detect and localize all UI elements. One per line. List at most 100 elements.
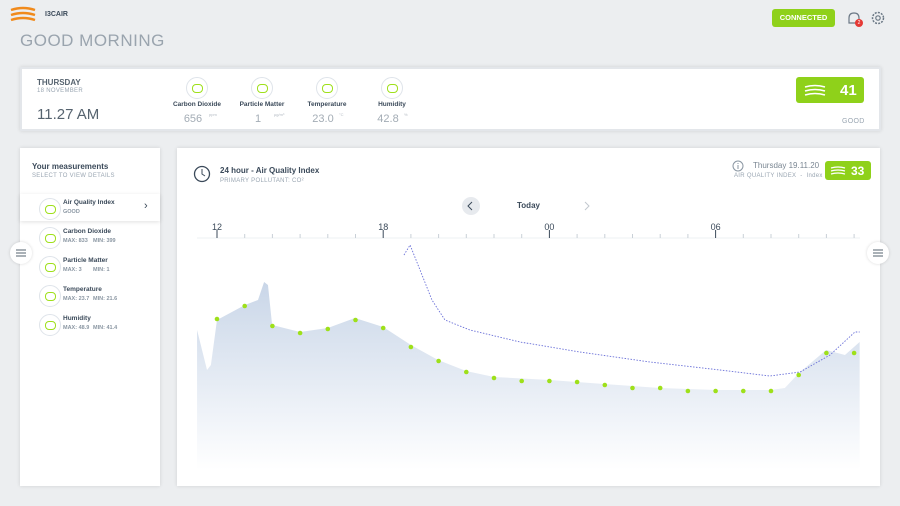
x-tick-label: 12 <box>212 222 222 232</box>
icon <box>39 285 61 307</box>
chart-panel: 24 hour - Air Quality Index PRIMARY POLL… <box>177 148 880 486</box>
notification-count: 2 <box>857 20 861 26</box>
point <box>574 379 580 385</box>
item-detail: MAX: 833 <box>63 238 88 244</box>
logo <box>10 6 36 27</box>
logo-text: I3CAIR <box>45 11 68 18</box>
nav-label: Today <box>517 201 540 210</box>
panel-aqi-badge: 33 <box>825 161 871 180</box>
date: 18 NOVEMBER <box>37 88 83 94</box>
point <box>408 344 414 350</box>
icon <box>39 256 61 278</box>
metric-label: Carbon Dioxide <box>172 101 222 108</box>
menu-right[interactable] <box>867 242 889 264</box>
status-button[interactable]: CONNECTED <box>772 9 835 27</box>
point <box>685 388 691 394</box>
item-detail: MAX: 3 <box>63 267 82 273</box>
chevron: › <box>144 200 148 212</box>
metric-value: 42.8 <box>377 113 399 125</box>
time: 11.27 AM <box>37 106 100 123</box>
trend-line <box>403 243 860 377</box>
metric-unit: ppm <box>209 112 217 117</box>
notifications[interactable]: 2 <box>846 11 864 32</box>
item-label: Carbon Dioxide <box>63 228 112 235</box>
point <box>824 350 829 356</box>
panel-date: Thursday 19.11.20 <box>753 161 820 170</box>
point <box>242 303 247 309</box>
point <box>519 378 524 384</box>
point <box>491 375 497 381</box>
sidebar: Your measurements SELECT TO VIEW DETAILS… <box>20 148 160 486</box>
item-detail: MAX: 48.9 <box>63 325 90 331</box>
point <box>630 385 635 391</box>
item-label: Particle Matter <box>63 257 108 264</box>
point <box>297 330 303 336</box>
item-detail: GOOD <box>63 209 80 215</box>
prev-button[interactable] <box>462 197 480 215</box>
sidebar-title: Your measurements <box>32 162 109 171</box>
point <box>436 358 441 364</box>
metric-value: 1 <box>254 113 262 125</box>
item-detail: MIN: 41.4 <box>93 325 118 331</box>
area <box>197 282 860 470</box>
metric-unit: µg/m³ <box>274 112 285 117</box>
metric-label: Humidity <box>378 101 406 108</box>
item-detail: MIN: 1 <box>93 267 110 273</box>
aqi-badge: 41 <box>796 77 864 103</box>
metric-label: Temperature <box>307 101 347 108</box>
item-label: Air Quality Index <box>63 199 115 206</box>
icon <box>39 198 61 220</box>
panel-title: 24 hour - Air Quality Index <box>220 166 320 175</box>
item-detail: MIN: 399 <box>93 238 116 244</box>
point <box>353 317 358 323</box>
metric-unit: °C <box>339 112 344 117</box>
point <box>713 388 718 394</box>
item-label: Humidity <box>63 315 91 322</box>
settings[interactable] <box>870 10 886 31</box>
icon <box>186 77 208 99</box>
chart: 12 18 00 06 <box>197 222 860 470</box>
point <box>325 326 331 332</box>
icon <box>316 77 338 99</box>
icon <box>39 314 61 336</box>
next-button[interactable] <box>577 197 595 215</box>
metric-value: 23.0 <box>312 113 334 125</box>
item-detail: MIN: 21.6 <box>93 296 118 302</box>
summary-card: THURSDAY 18 NOVEMBER 11.27 AM 41 GOOD Ca… <box>20 67 881 131</box>
point <box>768 388 774 394</box>
index-label: AIR QUALITY INDEX - Index <box>734 173 823 179</box>
item-detail: MAX: 23.7 <box>63 296 90 302</box>
icon <box>251 77 273 99</box>
sidebar-item[interactable]: Carbon Dioxide MAX: 833 MIN: 399 <box>20 223 160 250</box>
sidebar-item[interactable]: Air Quality Index GOOD › <box>20 194 160 221</box>
point <box>380 325 386 331</box>
x-tick-label: 00 <box>544 222 554 232</box>
point <box>741 388 746 394</box>
metric-unit: % <box>404 112 408 117</box>
point <box>602 382 608 388</box>
x-tick-label: 18 <box>378 222 388 232</box>
clock-icon <box>193 165 211 183</box>
point <box>214 316 220 322</box>
aqi-value: 41 <box>840 82 857 99</box>
x-tick-label: 06 <box>711 222 721 232</box>
sidebar-item[interactable]: Particle Matter MAX: 3 MIN: 1 <box>20 252 160 279</box>
menu-left[interactable] <box>10 242 32 264</box>
panel-aqi: 33 <box>851 164 865 178</box>
point <box>851 350 857 356</box>
day: THURSDAY <box>37 78 81 87</box>
metric-value: 656 <box>183 113 203 125</box>
sidebar-item[interactable]: Humidity MAX: 48.9 MIN: 41.4 <box>20 310 160 337</box>
icon <box>381 77 403 99</box>
point <box>796 372 801 378</box>
icon <box>39 227 61 249</box>
point <box>657 385 663 391</box>
point <box>270 323 275 329</box>
sidebar-subtitle: SELECT TO VIEW DETAILS <box>32 173 115 179</box>
sidebar-item[interactable]: Temperature MAX: 23.7 MIN: 21.6 <box>20 281 160 308</box>
item-label: Temperature <box>63 286 102 293</box>
aqi-status: GOOD <box>842 118 865 125</box>
point <box>464 369 469 375</box>
panel-subtitle: PRIMARY POLLUTANT: CO² <box>220 178 304 184</box>
